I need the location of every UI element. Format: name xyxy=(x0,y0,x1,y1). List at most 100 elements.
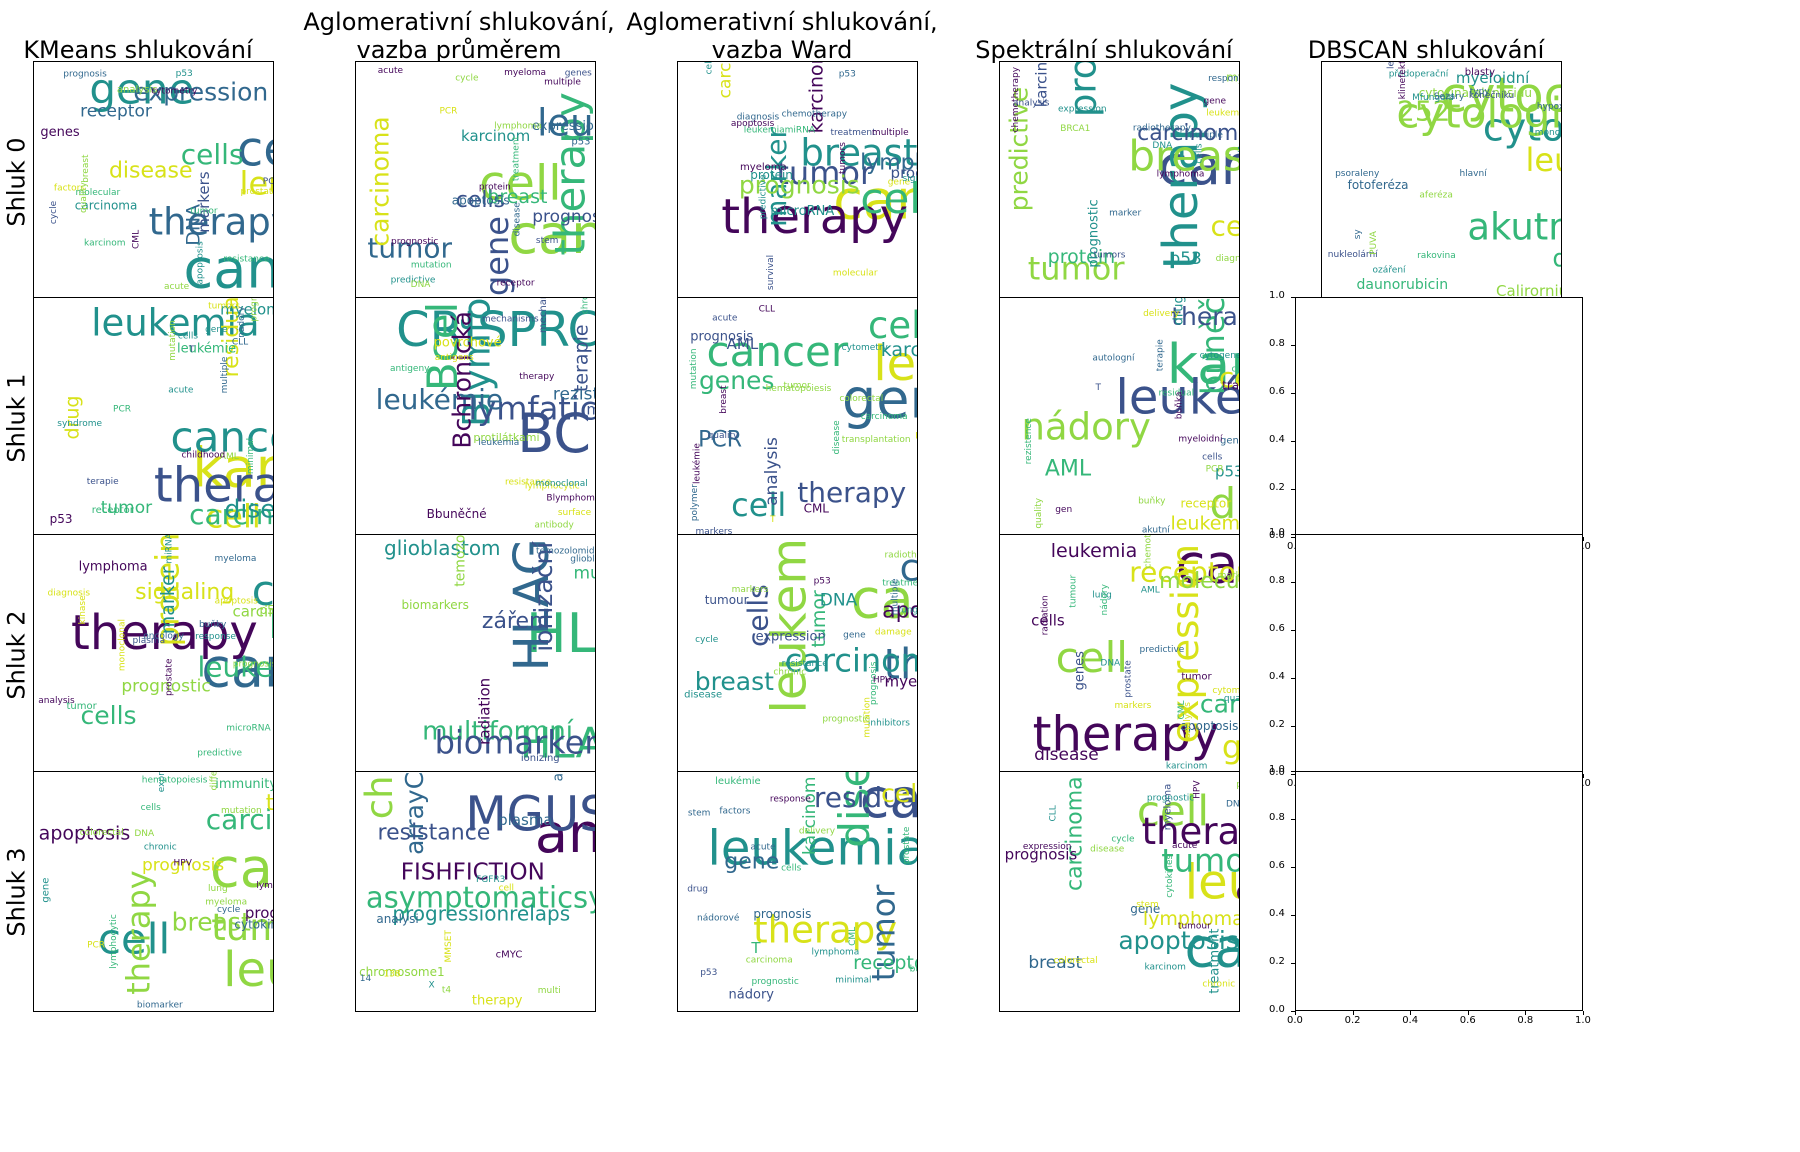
word: cytokines xyxy=(234,917,274,931)
word: therapy xyxy=(71,605,258,661)
wordcloud-canvas: cytogenetikacytochemiecytologie akutní leu… xyxy=(1328,62,1562,300)
word: leukemia xyxy=(1170,512,1240,534)
word: marker xyxy=(760,126,793,226)
word: multiple xyxy=(1186,130,1223,140)
word: prognosis xyxy=(233,660,274,670)
word: multi xyxy=(538,986,561,996)
word: prognosis xyxy=(1062,62,1105,117)
word: cells xyxy=(1195,143,1205,163)
word: chronic xyxy=(581,298,591,314)
word: therapy xyxy=(1153,83,1209,270)
word: cell xyxy=(881,779,918,808)
word: stem xyxy=(1136,900,1159,910)
word: therapy xyxy=(1033,707,1220,763)
word: carcinoma xyxy=(746,956,793,966)
word: cytometry xyxy=(151,87,198,97)
word: residual xyxy=(219,298,244,377)
word: breast xyxy=(269,604,274,647)
word: Sezary xyxy=(1434,92,1465,102)
word: Blymphomas xyxy=(546,494,596,504)
word: cells xyxy=(456,188,505,213)
word: cycle xyxy=(455,74,479,84)
word: therapy xyxy=(797,476,906,509)
word: acute xyxy=(378,66,404,76)
word: genes xyxy=(40,125,79,140)
word: HPV xyxy=(873,675,892,685)
empty-axes xyxy=(1295,297,1583,537)
x-tick-mark xyxy=(1467,1011,1469,1015)
word: protein xyxy=(479,182,511,192)
word: minimal xyxy=(835,975,871,985)
x-tick-label: 0.4 xyxy=(1402,1015,1419,1026)
x-tick-mark xyxy=(1410,1011,1412,1015)
word: lung xyxy=(208,884,228,894)
row-label-2: Shluk 2 xyxy=(2,609,31,700)
word: response xyxy=(1208,74,1240,84)
word: resistance xyxy=(505,477,552,487)
word: analysis xyxy=(1013,98,1050,108)
word: carcinoma xyxy=(189,498,274,531)
word: colorectal xyxy=(80,828,124,838)
word: monoclonal xyxy=(117,619,127,671)
word: quality xyxy=(79,182,89,213)
word: cytosinarabinosidu xyxy=(1419,86,1532,100)
word: survival xyxy=(766,255,776,290)
word: cancer xyxy=(184,238,274,301)
word: buněčná xyxy=(910,963,918,974)
word: lymphocytic xyxy=(109,914,119,969)
word: progressionrelaps xyxy=(392,901,570,925)
column-title-3: Spektrální shlukování xyxy=(975,36,1232,64)
word: arrayCGH xyxy=(400,772,429,855)
word: expression xyxy=(756,629,826,644)
x-tick-label: 0.6 xyxy=(1459,1015,1476,1026)
word: microRNA xyxy=(770,204,834,219)
wordcloud-r0-c3: cancertherapybreast prognosis tumor cell pre… xyxy=(999,61,1240,302)
word: rakovina xyxy=(1417,251,1456,261)
word: cell xyxy=(237,121,274,177)
word: psoraleny xyxy=(1335,169,1380,179)
word: cytometry xyxy=(842,343,889,353)
word: CML xyxy=(848,927,858,946)
word: leukemia xyxy=(873,336,918,392)
y-tick-mark xyxy=(1291,1011,1295,1012)
word: expression xyxy=(133,78,268,107)
word: cancer xyxy=(1158,134,1240,197)
word: markers xyxy=(695,527,732,537)
word: cells xyxy=(1202,452,1222,462)
word: quality xyxy=(708,431,739,441)
wordcloud-canvas: cancertherapycellbreast protein leukemia ce… xyxy=(38,535,274,759)
wordcloud-canvas: karcinomleukémiediseasenádorybuněčnácell… xyxy=(1021,298,1240,536)
wordcloud-r1-c2: geneleukemia cancer cells cell therapy genes P… xyxy=(677,297,918,538)
word: kinase xyxy=(78,595,88,625)
word: tumors xyxy=(1094,251,1126,261)
word: gene xyxy=(1222,728,1240,766)
word: multiformní xyxy=(422,716,574,746)
word: CLL xyxy=(759,304,775,314)
y-tick-mark xyxy=(1291,297,1295,298)
word: hypoxiradioterapie xyxy=(1537,102,1562,112)
word: myeloma xyxy=(205,898,247,908)
word: receptor xyxy=(92,505,135,516)
word: cells xyxy=(1031,611,1065,629)
word: damage xyxy=(875,627,912,637)
word: apoptosis xyxy=(452,193,510,207)
y-tick-label: 0.6 xyxy=(1269,860,1285,871)
word: carcinoma xyxy=(206,803,274,836)
word: lymphocytic xyxy=(525,481,580,491)
empty-axes xyxy=(1295,771,1583,1011)
word: AML xyxy=(220,452,239,462)
word: antigeny xyxy=(390,364,430,374)
word: cells xyxy=(1235,874,1240,907)
word: p53 xyxy=(839,70,856,80)
word: záření xyxy=(482,609,550,634)
word: nádory xyxy=(1100,583,1110,615)
word: prognosis xyxy=(1005,846,1078,864)
word: nádorové xyxy=(697,913,740,924)
word: resistance xyxy=(378,820,491,845)
wordcloud-r3-c0: cancer leukemia cell tumor therapy carcinoma b… xyxy=(33,771,274,1012)
word: klinefekt xyxy=(1398,62,1408,99)
word: cells xyxy=(781,864,801,874)
word: diagnosis xyxy=(737,113,780,123)
